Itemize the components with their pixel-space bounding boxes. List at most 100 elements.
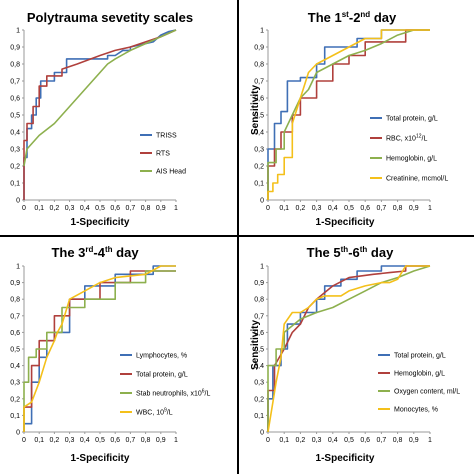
plot-area: 0 0,1 0,2 0,3 0,4 0,5 0,6 0,7 0,8 0,9 1 0 0,1 0,2 0,3 0… (10, 264, 178, 445)
y-tick-label: 0 (260, 198, 264, 205)
y-tick-label: 1 (16, 264, 20, 271)
legend-label: Total protein, g/L (136, 372, 188, 379)
x-tick-label: 0,4 (80, 205, 90, 212)
y-tick-label: 0 (260, 430, 264, 437)
title-superscript: nd (360, 10, 370, 19)
y-tick-label: 0,6 (10, 96, 20, 103)
plot-area: 0 0,1 0,2 0,3 0,4 0,5 0,6 0,7 0,8 0,9 1 0 0,1 0,2 0,3 0… (254, 264, 432, 445)
panel-title: Polytrauma sevetity scales (27, 10, 193, 25)
legend-label-text: Stab neutrophils, x10 (136, 391, 202, 398)
x-axis-label: 1-Specificity (71, 453, 130, 464)
y-tick-label: 1 (260, 28, 264, 35)
series-line-4 (267, 265, 430, 433)
x-axis-label: 1-Specificity (316, 217, 375, 228)
x-tick-label: 0,9 (156, 205, 166, 212)
y-axis-label: Sensitivity (250, 320, 261, 370)
y-tick-label: 0,8 (10, 62, 20, 69)
x-tick-label: 0,7 (377, 205, 387, 212)
y-tick-label: 0,2 (254, 396, 264, 403)
y-tick-label: 0,7 (10, 79, 20, 86)
x-tick-label: 1 (174, 437, 178, 444)
y-tick-label: 0,1 (254, 181, 264, 188)
title-superscript: st (342, 10, 349, 19)
x-tick-label: 0,1 (34, 437, 44, 444)
x-tick-label: 0,3 (312, 437, 322, 444)
x-tick-label: 0,9 (409, 437, 419, 444)
y-tick-label: 0,4 (10, 363, 20, 370)
x-tick-label: 0,5 (344, 437, 354, 444)
x-tick-label: 0,6 (110, 205, 120, 212)
title-text: The 3 (51, 245, 85, 260)
x-axis-label: 1-Specificity (316, 453, 375, 464)
legend: Total protein, g/L Hemoglobin, g/L Oxygen … (378, 353, 460, 414)
legend-label: RBC, x1012/L (386, 134, 427, 143)
x-axis-label: 1-Specificity (71, 217, 130, 228)
y-tick-label: 0,7 (254, 313, 264, 320)
x-tick-label: 0,1 (279, 205, 289, 212)
series-line-3 (23, 270, 176, 432)
x-tick-label: 0,4 (328, 205, 338, 212)
x-tick-label: 0 (22, 437, 26, 444)
title-superscript: th (360, 245, 368, 254)
x-tick-label: 0,5 (95, 437, 105, 444)
y-tick-label: 0,1 (10, 413, 20, 420)
x-tick-label: 0 (266, 437, 270, 444)
y-tick-label: 0,7 (254, 79, 264, 86)
y-tick-label: 0,3 (254, 147, 264, 154)
legend-label-text: WBC, 10 (136, 410, 164, 417)
x-tick-label: 0,8 (393, 437, 403, 444)
title-text: day (367, 245, 394, 260)
y-tick-label: 1 (16, 28, 20, 35)
title-text: -2 (349, 10, 361, 25)
x-tick-label: 0,3 (65, 205, 75, 212)
legend-label: Lymphocytes, % (136, 353, 187, 360)
title-superscript: th (341, 245, 349, 254)
title-superscript: th (105, 245, 113, 254)
series-line-3 (23, 29, 177, 167)
x-tick-label: 1 (428, 437, 432, 444)
y-tick-label: 0,2 (10, 396, 20, 403)
legend-label-text: /L (167, 410, 173, 417)
title-text: day (370, 10, 397, 25)
legend: Total protein, g/L RBC, x1012/L Hemoglobin… (370, 116, 448, 183)
y-axis-label: Sensitivity (250, 85, 261, 135)
y-tick-label: 0,9 (254, 280, 264, 287)
x-tick-label: 0,7 (126, 437, 136, 444)
legend-label: Total protein, g/L (394, 353, 446, 360)
x-tick-label: 0,3 (312, 205, 322, 212)
y-tick-label: 0,6 (254, 96, 264, 103)
y-tick-label: 0,9 (10, 280, 20, 287)
y-tick-label: 0,5 (254, 113, 264, 120)
y-tick-label: 0,1 (10, 181, 20, 188)
y-tick-label: 0,3 (10, 147, 20, 154)
y-tick-label: 0,8 (10, 297, 20, 304)
title-text: The 1 (308, 10, 342, 25)
y-tick-label: 0,7 (10, 313, 20, 320)
y-tick-label: 0,4 (10, 130, 20, 137)
panel-day-5-6: The 5th-6th day Sensitivity 00,10,20,30,… (250, 245, 460, 464)
legend-label-text: RBC, x10 (386, 136, 416, 143)
legend-label: Monocytes, % (394, 407, 438, 414)
x-tick-label: 1 (174, 205, 178, 212)
x-tick-label: 0,7 (126, 205, 136, 212)
y-tick-label: 0,4 (254, 363, 264, 370)
x-tick-label: 0,5 (95, 205, 105, 212)
y-tick-label: 0,4 (254, 130, 264, 137)
x-tick-label: 0 (266, 205, 270, 212)
x-tick-label: 0,6 (360, 205, 370, 212)
x-tick-label: 0,7 (377, 437, 387, 444)
y-tick-label: 0,5 (254, 347, 264, 354)
y-tick-label: 0,2 (10, 164, 20, 171)
title-text: -6 (348, 245, 360, 260)
x-tick-label: 0,5 (344, 205, 354, 212)
series-line-3 (267, 29, 430, 200)
legend-label: Oxygen content, ml/L (394, 389, 460, 396)
series-line-4 (267, 29, 430, 200)
legend-label: WBC, 109/L (136, 408, 173, 417)
legend-label-superscript: 9 (164, 408, 167, 414)
x-tick-label: 0,2 (50, 437, 60, 444)
title-superscript: rd (85, 245, 93, 254)
x-tick-label: 0,1 (34, 205, 44, 212)
panel-title: The 5th-6th day (307, 245, 394, 260)
series-line-4 (23, 265, 176, 432)
